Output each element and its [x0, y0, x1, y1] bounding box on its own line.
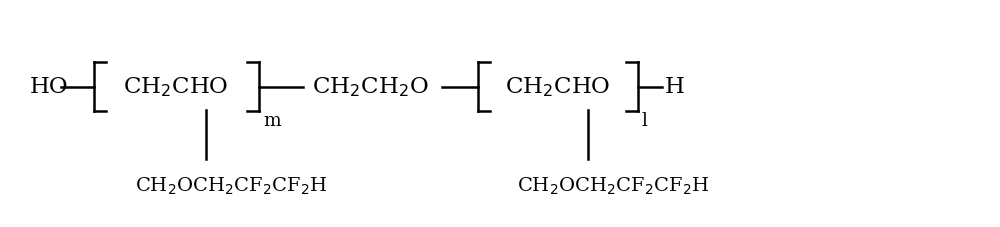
Text: H: H — [665, 76, 684, 98]
Text: HO: HO — [29, 76, 68, 98]
Text: m: m — [264, 112, 281, 130]
Text: CH$_2$CHO: CH$_2$CHO — [505, 75, 611, 99]
Text: CH$_2$CH$_2$O: CH$_2$CH$_2$O — [312, 75, 429, 99]
Text: l: l — [642, 112, 647, 130]
Text: CH$_2$CHO: CH$_2$CHO — [123, 75, 229, 99]
Text: CH$_2$OCH$_2$CF$_2$CF$_2$H: CH$_2$OCH$_2$CF$_2$CF$_2$H — [135, 176, 327, 197]
Text: CH$_2$OCH$_2$CF$_2$CF$_2$H: CH$_2$OCH$_2$CF$_2$CF$_2$H — [517, 176, 710, 197]
